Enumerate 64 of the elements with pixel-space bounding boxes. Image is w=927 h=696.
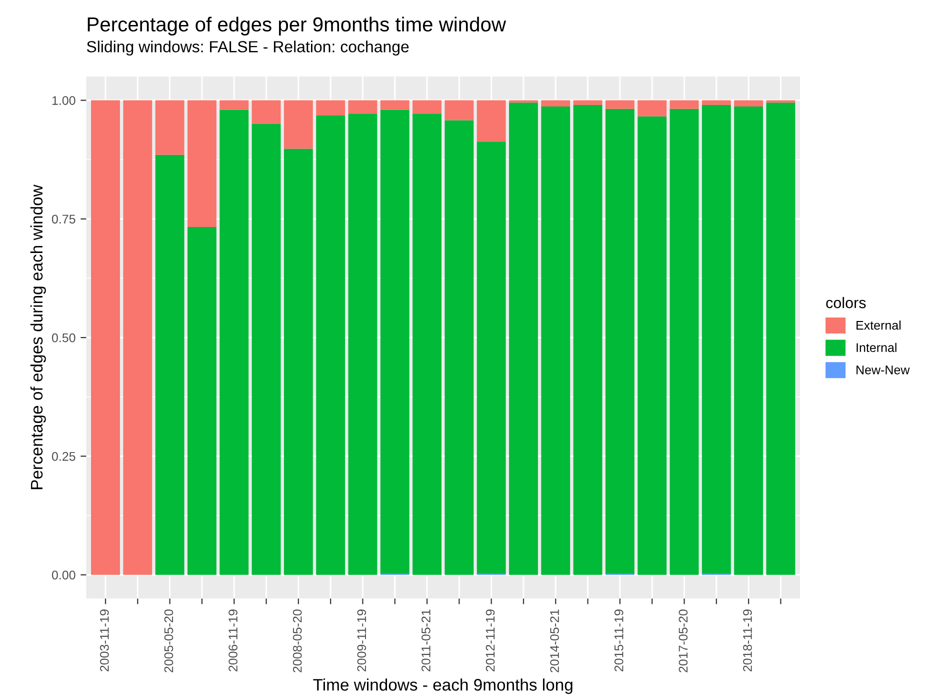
- bar: [444, 100, 474, 120]
- bar: [476, 100, 506, 142]
- bar: [284, 148, 313, 575]
- bar: [734, 106, 764, 575]
- bar: [380, 100, 410, 110]
- x-tick-label: 2015-11-19: [614, 610, 624, 672]
- bar: [155, 154, 184, 575]
- bar: [220, 110, 249, 575]
- x-tick-label: 2003-11-19: [100, 610, 109, 672]
- bar: [573, 100, 602, 106]
- bar: [252, 100, 281, 124]
- y-axis-title: Percentage of edges during each window: [30, 184, 46, 490]
- bar: [284, 100, 313, 149]
- bar: [412, 100, 442, 114]
- bar: [509, 102, 538, 575]
- x-tick-label: 2014-05-21: [550, 610, 559, 672]
- bar: [476, 142, 506, 574]
- y-tick-label: 0.00: [52, 570, 76, 580]
- bar: [412, 114, 442, 575]
- x-tick-label: 2009-11-19: [357, 610, 366, 672]
- y-tick-label: 0.50: [52, 333, 76, 342]
- bar: [541, 106, 570, 575]
- chart-title: Percentage of edges per 9months time window: [88, 16, 506, 36]
- bar: [702, 105, 731, 574]
- bar: [187, 226, 216, 575]
- legend-label: New-New: [856, 366, 910, 374]
- x-tick-label: 2008-05-20: [292, 609, 302, 672]
- x-tick-label: 2011-05-21: [422, 610, 430, 672]
- x-tick-label: 2012-11-19: [486, 610, 495, 672]
- bar: [702, 100, 731, 106]
- y-tick-label: 0.75: [52, 214, 76, 224]
- bar: [316, 100, 346, 116]
- bar: [155, 100, 184, 155]
- y-tick-label: 1.00: [52, 96, 76, 105]
- bar: [541, 100, 570, 106]
- x-axis-title: Time windows - each 9months long: [313, 678, 572, 694]
- bar: [187, 100, 216, 227]
- bar: [91, 100, 120, 575]
- bar: [123, 100, 152, 575]
- bar: [316, 115, 346, 575]
- bar: [348, 100, 378, 114]
- y-tick-label: 0.25: [52, 452, 76, 461]
- bar: [734, 100, 764, 106]
- bar: [670, 100, 699, 109]
- chart-subtitle: Sliding windows: FALSE - Relation: cochange: [86, 40, 409, 56]
- bar: [220, 100, 249, 110]
- bar: [605, 100, 634, 109]
- x-tick-label: 2005-05-20: [164, 609, 174, 672]
- bar: [348, 114, 378, 575]
- bar: [638, 116, 667, 575]
- x-tick-label: 2018-11-19: [743, 610, 752, 672]
- bar: [573, 105, 602, 575]
- legend-title: colors: [826, 296, 866, 308]
- bar: [638, 100, 667, 116]
- x-tick-label: 2006-11-19: [228, 610, 238, 672]
- legend-label: Internal: [856, 342, 896, 352]
- bar: [605, 108, 634, 574]
- bar: [252, 124, 281, 575]
- x-tick-label: 2017-05-20: [678, 609, 688, 672]
- bar: [766, 102, 796, 575]
- bar: [444, 120, 474, 575]
- legend-label: External: [856, 320, 901, 330]
- bar: [670, 108, 699, 575]
- bar: [380, 110, 410, 574]
